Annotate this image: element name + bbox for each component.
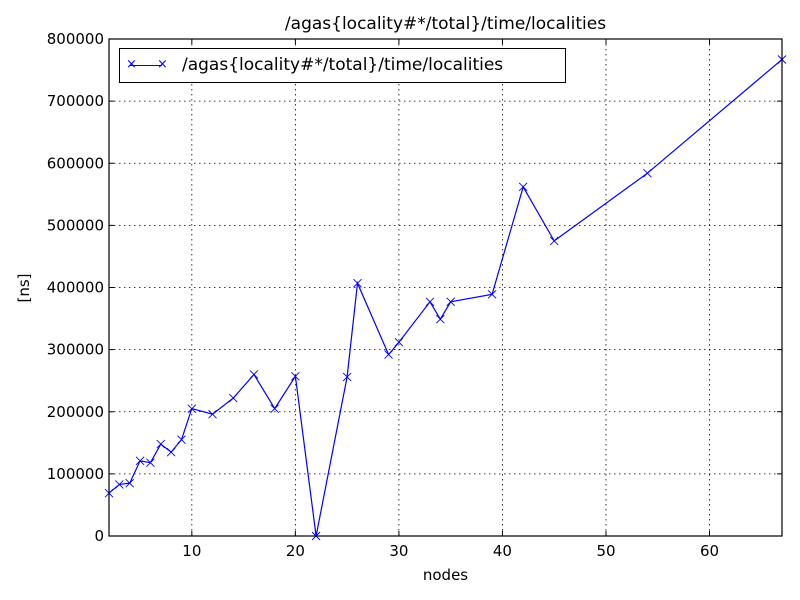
axis-ticks xyxy=(109,38,782,537)
x-marker-icon xyxy=(249,370,259,379)
x-tick-label: 30 xyxy=(389,542,408,560)
plot-frame xyxy=(108,38,783,537)
x-marker-icon xyxy=(291,372,300,381)
grid-lines xyxy=(109,39,782,536)
x-marker-icon: × xyxy=(126,57,137,72)
y-tick-label: 0 xyxy=(94,527,104,545)
x-tick-label: 20 xyxy=(286,542,305,560)
x-marker-icon xyxy=(135,456,145,466)
x-marker-icon xyxy=(125,478,135,488)
x-marker-icon xyxy=(342,372,352,382)
y-tick-label: 400000 xyxy=(47,279,104,297)
y-tick-label: 700000 xyxy=(47,92,104,110)
x-marker-icon xyxy=(166,447,176,457)
x-tick-label: 50 xyxy=(596,542,615,560)
x-tick-label: 40 xyxy=(493,542,512,560)
x-marker-icon xyxy=(487,290,497,299)
x-marker-icon xyxy=(436,314,445,324)
y-tick-label: 100000 xyxy=(47,465,104,483)
chart-title: /agas{locality#*/total}/time/localities xyxy=(284,14,607,34)
x-marker-icon xyxy=(270,404,279,413)
legend: × × /agas{locality#*/total}/time/localit… xyxy=(119,48,566,83)
x-marker-icon xyxy=(177,435,186,445)
x-marker-icon xyxy=(115,480,124,489)
data-markers xyxy=(104,55,787,541)
x-marker-icon xyxy=(146,458,155,468)
x-marker-icon: × xyxy=(157,57,168,72)
x-marker-icon xyxy=(425,297,435,307)
x-marker-icon xyxy=(208,409,217,419)
y-tick-label: 500000 xyxy=(47,216,104,234)
x-marker-icon xyxy=(446,297,455,307)
x-marker-icon xyxy=(187,404,197,413)
x-tick-label: 60 xyxy=(700,542,719,560)
tick-labels: 10 20 30 40 50 60 0 100000 200000 300000 400000 500… xyxy=(47,30,719,560)
x-axis-label: nodes xyxy=(422,566,469,584)
x-marker-icon xyxy=(353,278,362,288)
legend-line-swatch xyxy=(130,65,162,66)
x-marker-icon xyxy=(384,350,393,359)
x-marker-icon xyxy=(228,393,238,403)
y-tick-label: 200000 xyxy=(47,403,104,421)
x-marker-icon xyxy=(643,168,652,178)
x-marker-icon xyxy=(394,337,404,347)
legend-label: /agas{locality#*/total}/time/localities xyxy=(182,55,504,75)
y-tick-label: 300000 xyxy=(47,341,104,359)
x-marker-icon xyxy=(549,236,559,246)
x-marker-icon xyxy=(518,182,528,192)
y-axis-label: [ns] xyxy=(15,273,33,303)
data-series-line xyxy=(108,59,783,537)
y-tick-label: 800000 xyxy=(47,30,104,48)
x-tick-label: 10 xyxy=(182,542,201,560)
x-marker-icon xyxy=(156,439,166,449)
y-tick-label: 600000 xyxy=(47,154,104,172)
